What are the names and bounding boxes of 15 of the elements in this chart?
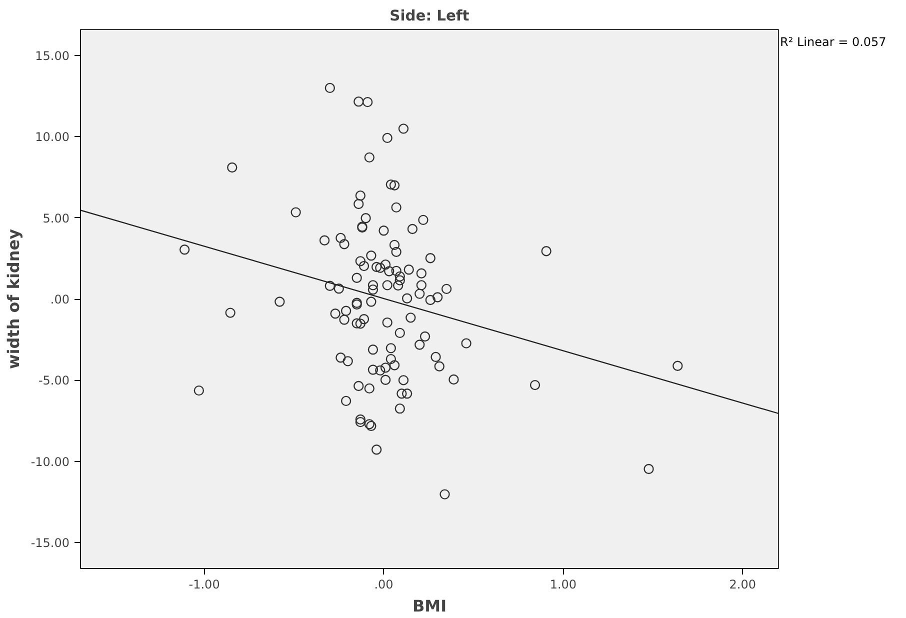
- text: R² Linear = 0.057: [780, 34, 886, 51]
- x-axis-title: BMI: [412, 596, 447, 616]
- y-tick-label: 10.00: [35, 130, 70, 144]
- y-tick-label: -5.00: [38, 374, 70, 388]
- x-tick-label: 2.00: [729, 578, 756, 592]
- x-tick-label: -1.00: [188, 578, 220, 592]
- y-axis-title: width of kidney: [4, 228, 23, 370]
- x-tick-label: 1.00: [550, 578, 577, 592]
- y-tick-label: -10.00: [30, 454, 70, 469]
- y-tick-label: -15.00: [30, 536, 70, 550]
- y-tick-label: 5.00: [42, 211, 70, 226]
- y-tick-label: .00: [50, 292, 70, 306]
- x-tick-label: .00: [374, 578, 394, 592]
- chart-title: Side: Left: [390, 8, 470, 24]
- y-tick-label: 15.00: [35, 48, 70, 63]
